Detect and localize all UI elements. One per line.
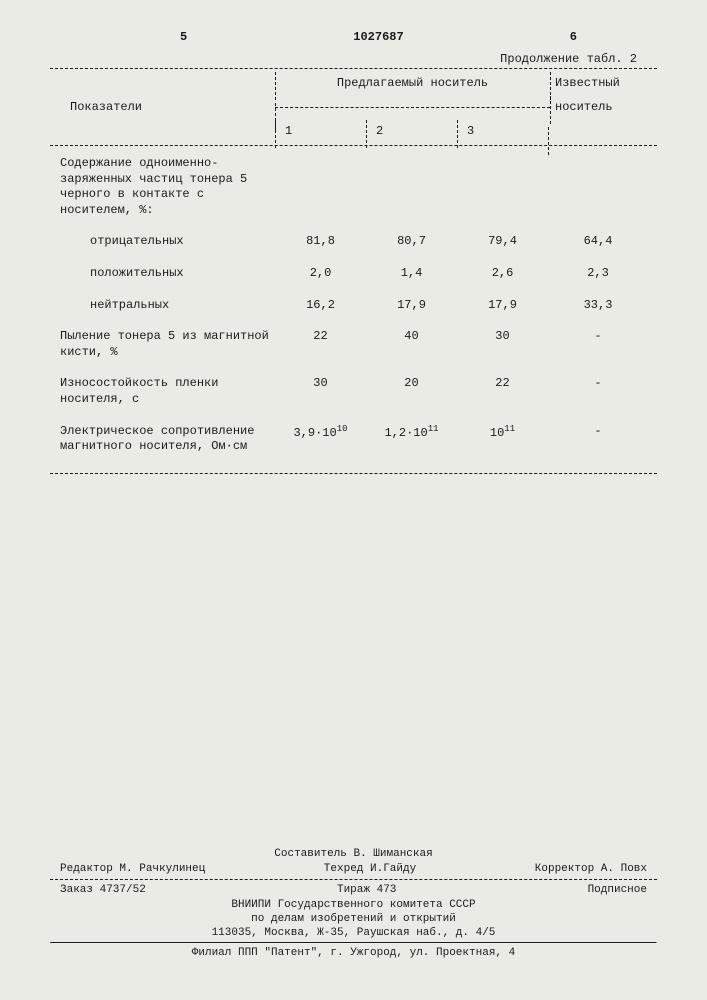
row-label: Пыление тонера 5 из магнитной кисти, % (50, 329, 275, 360)
header-known-1: Известный (555, 76, 620, 90)
page-num-right: 6 (570, 30, 577, 44)
cell: 20 (366, 376, 457, 407)
header-proposed: Предлагаемый носитель (337, 76, 488, 90)
table-header-row: Предлагаемый носитель Известный (50, 71, 657, 95)
divider (50, 473, 657, 474)
divider (50, 942, 657, 944)
cell: 22 (457, 376, 548, 407)
table-row: Электрическое сопротивление магнитного н… (50, 424, 657, 455)
order-number: Заказ 4737/52 (60, 884, 146, 896)
page-footer: Составитель В. Шиманская Редактор М. Рач… (50, 847, 657, 960)
table-row: отрицательных 81,8 80,7 79,4 64,4 (50, 234, 657, 250)
cell: 3,9·1010 (275, 424, 366, 455)
row-label: отрицательных (50, 234, 275, 250)
org-line-2: по делам изобретений и открытий (50, 912, 657, 926)
subscription: Подписное (588, 884, 647, 896)
cell: 17,9 (457, 298, 548, 314)
col-2: 2 (376, 124, 383, 138)
org-line-1: ВНИИПИ Государственного комитета СССР (50, 898, 657, 912)
table-row: Содержание одноименно-заряженных частиц … (50, 156, 657, 218)
cell: 1,4 (366, 266, 457, 282)
cell: - (548, 376, 648, 407)
table-row: Износостойкость пленки носителя, с 30 20… (50, 376, 657, 407)
compiler: Составитель В. Шиманская (50, 847, 657, 861)
divider (50, 68, 657, 69)
data-table: Предлагаемый носитель Известный Показате… (50, 68, 657, 474)
table-header-row: Показатели носитель (50, 95, 657, 119)
cell: - (548, 424, 648, 455)
cell: 81,8 (275, 234, 366, 250)
table-subheader-row: 1 2 3 (50, 119, 657, 143)
cell: 40 (366, 329, 457, 360)
cell: 64,4 (548, 234, 648, 250)
cell: 80,7 (366, 234, 457, 250)
techred: Техред И.Гайду (324, 863, 416, 875)
cell: 30 (457, 329, 548, 360)
cell: 17,9 (366, 298, 457, 314)
address: 113035, Москва, Ж-35, Раушская наб., д. … (50, 926, 657, 940)
col-1: 1 (285, 124, 292, 138)
table-row: Пыление тонера 5 из магнитной кисти, % 2… (50, 329, 657, 360)
cell: 2,0 (275, 266, 366, 282)
cell: 79,4 (457, 234, 548, 250)
cell: 16,2 (275, 298, 366, 314)
cell: 2,3 (548, 266, 648, 282)
branch: Филиал ППП "Патент", г. Ужгород, ул. Про… (50, 946, 657, 960)
editor: Редактор М. Рачкулинец (60, 863, 205, 875)
circulation: Тираж 473 (337, 884, 396, 896)
cell: 2,6 (457, 266, 548, 282)
page-num-left: 5 (180, 30, 187, 44)
table-row: положительных 2,0 1,4 2,6 2,3 (50, 266, 657, 282)
corrector: Корректор А. Повх (535, 863, 647, 875)
row-label: Износостойкость пленки носителя, с (50, 376, 275, 407)
cell: 1011 (457, 424, 548, 455)
cell: 1,2·1011 (366, 424, 457, 455)
col-3: 3 (467, 124, 474, 138)
cell: - (548, 329, 648, 360)
document-number: 1027687 (353, 30, 403, 44)
divider (50, 879, 657, 880)
row-label: положительных (50, 266, 275, 282)
table-row: нейтральных 16,2 17,9 17,9 33,3 (50, 298, 657, 314)
row-label: нейтральных (50, 298, 275, 314)
row-label: Электрическое сопротивление магнитного н… (50, 424, 275, 455)
header-known-2: носитель (555, 100, 613, 114)
page-header: 5 1027687 6 (50, 30, 657, 44)
divider (50, 145, 657, 146)
cell: 22 (275, 329, 366, 360)
group-label: Содержание одноименно-заряженных частиц … (50, 156, 275, 218)
cell: 33,3 (548, 298, 648, 314)
cell: 30 (275, 376, 366, 407)
header-indicators: Показатели (50, 100, 275, 114)
table-caption: Продолжение табл. 2 (50, 52, 657, 66)
